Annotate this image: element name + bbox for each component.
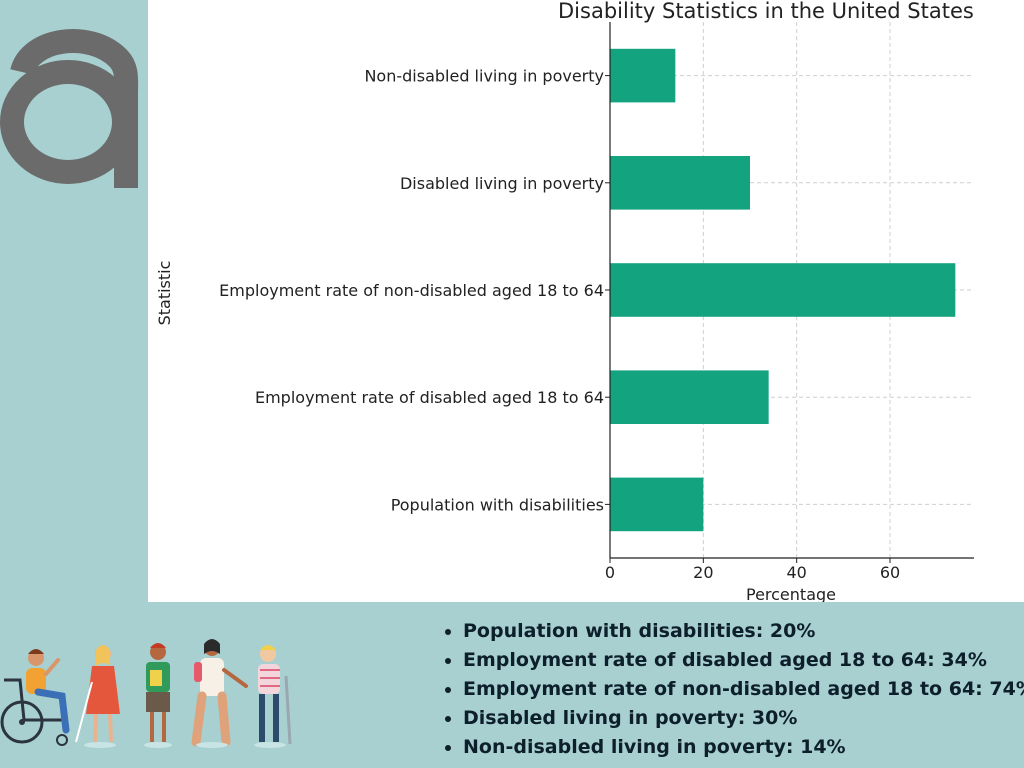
- summary-item: Employment rate of non-disabled aged 18 …: [442, 675, 1024, 704]
- chart-panel: Population with disabilities Employment r…: [148, 0, 1024, 602]
- bar: [610, 477, 704, 532]
- x-tick-label: 40: [786, 563, 806, 582]
- x-tick-label: 60: [880, 563, 900, 582]
- x-ticks: 0 20 40 60: [605, 75, 900, 582]
- bar: [610, 263, 956, 317]
- summary-item: Employment rate of disabled aged 18 to 6…: [442, 646, 1024, 675]
- letter-a-logo: [0, 29, 139, 188]
- bar: [610, 156, 750, 210]
- summary-item: Population with disabilities: 20%: [442, 617, 1024, 646]
- x-tick-label: 0: [605, 563, 615, 582]
- person-with-cane-figure: [75, 645, 120, 748]
- person-with-book-figure: [144, 643, 172, 748]
- category-label: Employment rate of disabled aged 18 to 6…: [255, 388, 604, 407]
- person-with-crutch-figure: [254, 645, 292, 748]
- bar: [610, 370, 769, 424]
- bar-chart: Population with disabilities Employment r…: [155, 0, 974, 602]
- people-with-disabilities-illustration: [0, 639, 292, 748]
- walking-person-figure: [191, 639, 248, 748]
- wheelchair-user-figure: [0, 649, 70, 746]
- category-label: Employment rate of non-disabled aged 18 …: [219, 281, 604, 300]
- category-label: Population with disabilities: [391, 495, 604, 514]
- x-tick-label: 20: [693, 563, 713, 582]
- bar: [610, 48, 676, 103]
- bars: [610, 48, 956, 532]
- x-axis-label: Percentage: [746, 585, 836, 602]
- summary-list: Population with disabilities: 20% Employ…: [442, 617, 1024, 762]
- category-label: Disabled living in poverty: [400, 174, 604, 193]
- y-axis-label: Statistic: [155, 261, 174, 326]
- category-label: Non-disabled living in poverty: [364, 67, 604, 86]
- chart-title: Disability Statistics in the United Stat…: [558, 0, 974, 23]
- category-labels: Population with disabilities Employment r…: [219, 67, 604, 515]
- summary-item: Non-disabled living in poverty: 14%: [442, 733, 1024, 762]
- summary-item: Disabled living in poverty: 30%: [442, 704, 1024, 733]
